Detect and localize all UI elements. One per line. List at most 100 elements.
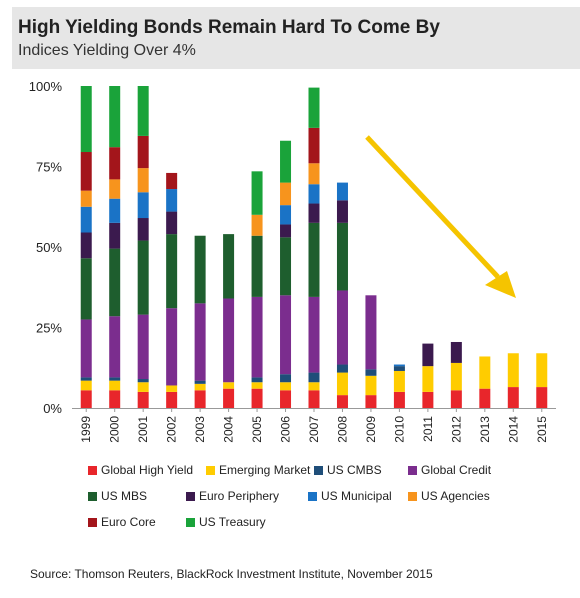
bar-segment	[336, 395, 348, 408]
legend-label: US CMBS	[327, 463, 382, 477]
legend-item: US Treasury	[186, 515, 266, 529]
x-tick-label: 2013	[478, 416, 492, 443]
x-tick-label: 2000	[108, 416, 122, 443]
legend-swatch	[408, 465, 417, 475]
bar-segment	[450, 390, 462, 408]
legend-label: US Municipal	[321, 489, 392, 503]
x-tick-label: 2006	[279, 416, 293, 443]
bar-segment	[137, 86, 149, 136]
bar-segment	[137, 218, 149, 241]
bar-segment	[137, 192, 149, 219]
bar-segment	[109, 248, 121, 317]
legend-swatch	[186, 517, 195, 527]
bar-segment	[80, 232, 92, 259]
legend-label: US Treasury	[199, 515, 266, 529]
bar-segment	[80, 390, 92, 408]
bar-segment	[109, 377, 121, 381]
bar-segment	[80, 377, 92, 381]
bar-segment	[336, 200, 348, 223]
bar-segment	[280, 182, 292, 206]
bar-segment	[137, 168, 149, 193]
bar-segment	[109, 316, 121, 378]
bar-segment	[280, 237, 292, 296]
legend-item: US Municipal	[308, 489, 392, 503]
bar-segment	[365, 295, 377, 370]
legend-swatch	[88, 465, 97, 475]
x-tick-label: 2012	[449, 416, 463, 443]
legend-label: Global High Yield	[101, 463, 194, 477]
legend-swatch	[314, 465, 323, 475]
bar-segment	[393, 391, 405, 408]
legend-item: Euro Core	[88, 515, 156, 529]
legend-item: Global High Yield	[88, 463, 193, 477]
bar-segment	[308, 184, 320, 204]
x-tick-label: 2014	[506, 416, 520, 443]
bar-segment	[166, 211, 178, 235]
bar-segment	[80, 86, 92, 153]
bar-segment	[336, 372, 348, 396]
bar-segment	[109, 147, 121, 180]
x-tick-label: 2004	[222, 416, 236, 443]
y-tick-label: 25%	[36, 321, 62, 336]
bar-segment	[80, 258, 92, 320]
legend-item: Global Credit	[408, 463, 491, 477]
legend-label: US Agencies	[421, 489, 490, 503]
bar-segment	[308, 163, 320, 185]
bar-segment	[137, 135, 149, 169]
legend-label: Emerging Market	[219, 463, 311, 477]
bar-segment	[251, 171, 263, 215]
stacked-bar-chart: 0% 25% 50% 75% 100% 1999 2000 2001 2002 2003 2004 2…	[29, 79, 556, 443]
bar-segment	[80, 190, 92, 207]
x-tick-label: 2015	[535, 416, 549, 443]
bar-segment	[308, 382, 320, 391]
bar-segment	[194, 383, 206, 391]
bar-segment	[166, 385, 178, 392]
bar-segment	[137, 379, 149, 383]
bar-segment	[137, 391, 149, 408]
bar-segment	[166, 308, 178, 386]
bar-segment	[422, 391, 434, 408]
bar-segment	[137, 382, 149, 392]
bar-segment	[109, 86, 121, 148]
bar-segment	[536, 387, 548, 408]
legend-label: Global Credit	[421, 463, 492, 477]
bar-segment	[450, 341, 462, 363]
bar-segment	[137, 240, 149, 315]
bar-segment	[280, 224, 292, 238]
bar-segment	[251, 382, 263, 389]
legend-label: US MBS	[101, 489, 148, 503]
x-tick-label: 2008	[335, 416, 349, 443]
y-tick-label: 50%	[36, 240, 62, 255]
bar-segment	[109, 198, 121, 223]
legend-label: Euro Core	[101, 515, 156, 529]
bar-segment	[393, 366, 405, 371]
bar-segment	[109, 222, 121, 249]
bar-segment	[507, 387, 519, 408]
bar-segment	[251, 377, 263, 383]
bar-segment	[251, 214, 263, 236]
bar-segment	[109, 390, 121, 408]
bar-segment	[137, 314, 149, 380]
legend-swatch	[186, 491, 195, 501]
bar-segment	[308, 222, 320, 297]
x-tick-label: 2009	[364, 416, 378, 443]
bar-segment	[336, 290, 348, 365]
bar-segment	[80, 319, 92, 378]
bar-segment	[308, 87, 320, 128]
bar-segment	[80, 152, 92, 191]
legend-swatch	[88, 517, 97, 527]
bar-segment	[422, 366, 434, 392]
bar-segment	[280, 140, 292, 183]
bar-segment	[223, 388, 235, 408]
bar-segment	[166, 172, 178, 190]
chart-header: High Yielding Bonds Remain Hard To Come …	[12, 7, 580, 69]
bar-segment	[393, 370, 405, 392]
x-tick-label: 2007	[307, 416, 321, 443]
bar-segment	[109, 179, 121, 199]
bar-segment	[280, 205, 292, 225]
chart-title: High Yielding Bonds Remain Hard To Come …	[18, 17, 440, 38]
bar-segment	[251, 235, 263, 297]
bar-segment	[308, 372, 320, 383]
legend-item: Emerging Market	[206, 463, 310, 477]
bar-segment	[223, 234, 235, 299]
